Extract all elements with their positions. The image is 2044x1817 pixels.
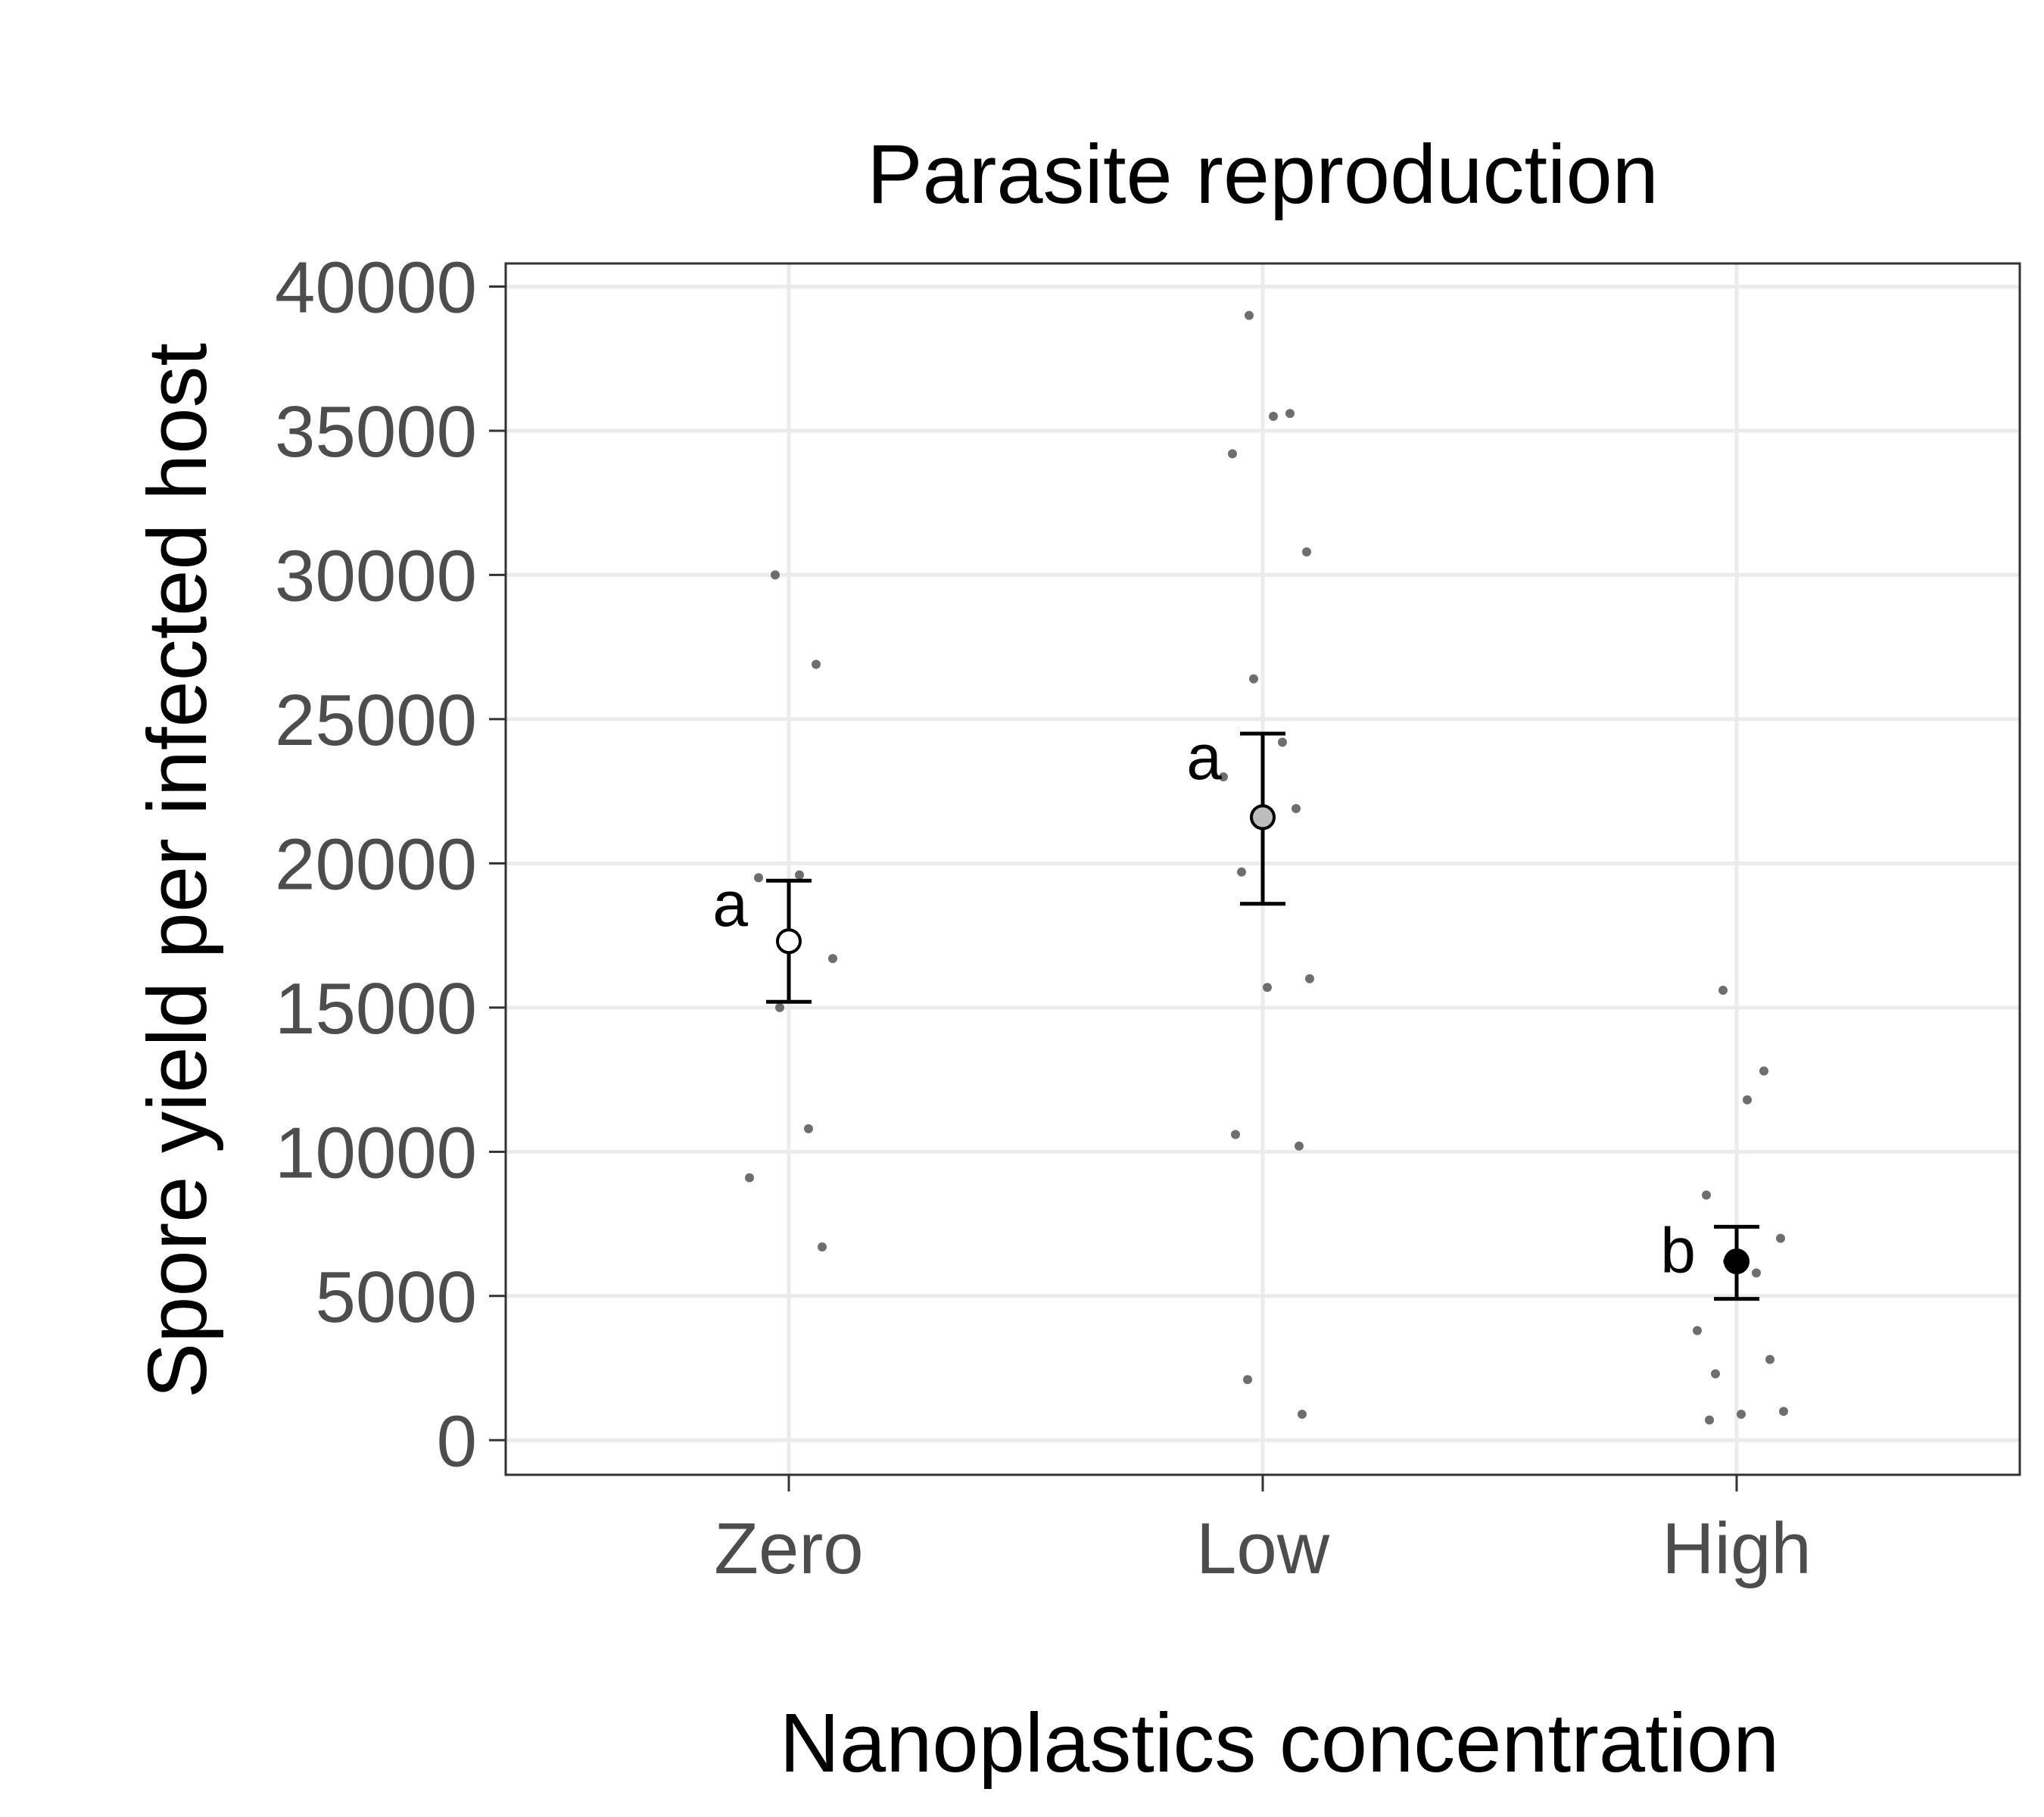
data-point <box>818 1242 827 1252</box>
y-tick-label: 30000 <box>275 535 477 616</box>
y-tick-label: 10000 <box>275 1112 477 1193</box>
data-point <box>1718 986 1728 995</box>
mean-marker <box>776 928 802 955</box>
data-point <box>1779 1407 1788 1417</box>
data-point <box>1295 1141 1304 1151</box>
data-point <box>1711 1369 1720 1379</box>
significance-letter: a <box>1186 722 1222 793</box>
y-tick-label: 20000 <box>275 824 477 905</box>
y-tick-label: 15000 <box>275 968 477 1049</box>
data-point <box>1228 449 1237 459</box>
data-point <box>1702 1190 1711 1200</box>
significance-letter: b <box>1660 1214 1696 1286</box>
data-point <box>1231 1130 1240 1139</box>
axes: 0 5000 10000 15000 20000 25000 30000 35000 40000… <box>275 247 1812 1589</box>
data-point <box>1263 983 1272 993</box>
data-point <box>1705 1415 1714 1425</box>
data-point <box>1269 411 1278 421</box>
data-point <box>795 870 804 880</box>
data-point <box>754 873 763 883</box>
data-point <box>1278 737 1287 747</box>
data-point <box>1693 1326 1702 1335</box>
y-axis-title: Spore yield per infected host <box>131 343 224 1398</box>
data-point <box>1219 772 1228 782</box>
summary-markers: a a b <box>712 722 1759 1301</box>
x-tick-label: Low <box>1196 1508 1330 1589</box>
data-point <box>1237 867 1246 877</box>
data-point <box>1302 547 1311 556</box>
y-tick-label: 0 <box>437 1401 477 1482</box>
data-point <box>1245 310 1254 320</box>
y-tick-label: 40000 <box>275 247 477 328</box>
y-tick-label: 5000 <box>315 1257 477 1338</box>
y-tick-label: 25000 <box>275 680 477 761</box>
data-point <box>1759 1066 1768 1076</box>
data-point <box>1292 804 1301 813</box>
data-point <box>828 954 837 964</box>
data-point <box>1305 974 1314 983</box>
x-tick-label: High <box>1662 1508 1811 1589</box>
data-point <box>804 1124 813 1133</box>
data-point <box>1737 1410 1746 1419</box>
chart-title: Parasite reproduction <box>867 128 1659 221</box>
data-point <box>1752 1268 1761 1278</box>
data-point <box>1765 1354 1774 1364</box>
mean-marker <box>1724 1248 1750 1275</box>
x-axis-title: Nanoplastics concentration <box>780 1697 1780 1790</box>
data-point <box>745 1173 754 1183</box>
data-point <box>1249 674 1258 684</box>
mean-marker <box>1250 804 1276 831</box>
significance-letter: a <box>712 868 748 940</box>
data-point <box>1243 1375 1252 1385</box>
data-point <box>775 1002 784 1012</box>
y-tick-label: 35000 <box>275 391 477 472</box>
x-tick-label: Zero <box>714 1508 863 1589</box>
data-point <box>1743 1095 1752 1105</box>
data-point <box>812 659 821 669</box>
data-point <box>771 570 780 580</box>
data-point <box>1776 1233 1785 1243</box>
data-point <box>1285 409 1295 419</box>
data-points <box>745 310 1788 1425</box>
data-point <box>1298 1410 1307 1419</box>
